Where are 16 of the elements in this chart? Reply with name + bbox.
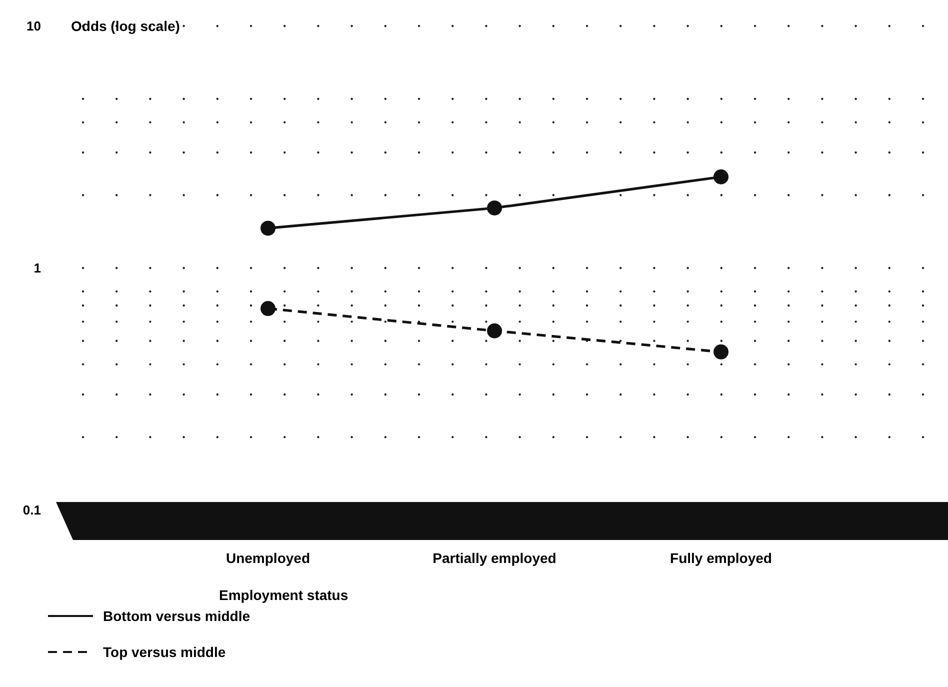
point bbox=[714, 169, 728, 184]
y-tick-label: 0.1 bbox=[22, 502, 41, 518]
point bbox=[260, 301, 276, 316]
legend-label: Top versus middle bbox=[103, 644, 226, 660]
point bbox=[487, 200, 502, 216]
x-tick-label: Fully employed bbox=[670, 550, 772, 566]
x-tick-label: Unemployed bbox=[226, 550, 310, 566]
y-axis-title: Odds (log scale) bbox=[71, 18, 180, 34]
x-tick-label: Partially employed bbox=[432, 550, 556, 566]
legend-label: Bottom versus middle bbox=[103, 608, 250, 624]
y-tick-label: 10 bbox=[26, 18, 41, 34]
y-tick-label: 1 bbox=[34, 260, 41, 276]
point bbox=[714, 344, 728, 360]
point bbox=[260, 220, 276, 236]
point bbox=[487, 323, 502, 338]
x-axis-title: Employment status bbox=[219, 587, 348, 603]
